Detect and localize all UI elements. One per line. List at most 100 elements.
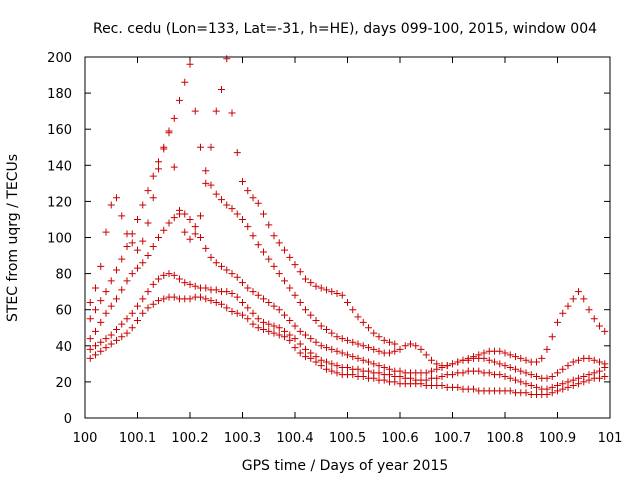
data-point — [139, 309, 147, 317]
data-point — [538, 354, 546, 362]
data-point — [102, 335, 110, 343]
data-point — [417, 345, 425, 353]
data-point — [155, 234, 162, 241]
data-point — [596, 322, 603, 330]
data-point — [286, 331, 294, 339]
data-point — [286, 317, 294, 325]
x-tick-label: 100.3 — [224, 431, 261, 446]
data-point — [223, 288, 231, 296]
data-point — [480, 349, 488, 357]
data-point — [275, 331, 283, 339]
data-point — [181, 210, 189, 218]
y-tick-label: 80 — [55, 268, 72, 283]
series-2 — [86, 210, 609, 382]
data-point — [333, 369, 341, 377]
data-point — [92, 327, 99, 335]
data-point — [365, 367, 372, 375]
data-point — [212, 286, 220, 294]
data-point — [260, 295, 267, 303]
data-point — [333, 362, 341, 370]
data-point — [359, 356, 367, 364]
data-point — [102, 344, 110, 352]
data-point — [275, 239, 283, 247]
data-point — [233, 309, 241, 317]
data-point — [317, 356, 325, 364]
data-point — [328, 345, 336, 353]
y-tick-label: 120 — [47, 195, 72, 210]
data-point — [107, 302, 115, 310]
data-point — [302, 353, 309, 361]
data-point — [265, 327, 273, 335]
y-tick-label: 40 — [55, 340, 72, 355]
data-point — [370, 345, 378, 353]
data-point — [585, 354, 593, 362]
x-tick-label: 100.1 — [119, 431, 156, 446]
data-point — [265, 298, 273, 306]
data-point — [275, 306, 283, 314]
series-1 — [86, 270, 609, 393]
data-point — [449, 371, 456, 379]
data-point — [575, 288, 582, 296]
data-point — [281, 311, 288, 319]
data-point — [239, 279, 246, 287]
data-point — [223, 266, 231, 274]
data-point — [123, 277, 131, 285]
data-point — [307, 349, 315, 357]
data-point — [396, 367, 404, 375]
data-point — [128, 270, 136, 278]
data-point — [176, 275, 183, 283]
data-point — [312, 338, 320, 346]
data-point — [527, 371, 535, 379]
data-point — [139, 295, 147, 303]
data-point — [512, 365, 519, 373]
data-point — [191, 282, 199, 290]
data-point — [506, 351, 514, 359]
data-point — [160, 295, 168, 303]
data-point — [354, 340, 362, 348]
data-point — [281, 327, 288, 335]
data-point — [396, 345, 404, 353]
x-tick-label: 100 — [73, 431, 98, 446]
data-point — [386, 338, 393, 346]
data-point — [485, 356, 493, 364]
data-point — [522, 380, 530, 388]
data-point — [102, 288, 110, 296]
data-point — [506, 387, 514, 395]
data-point — [338, 291, 346, 299]
data-point — [233, 273, 241, 281]
data-point — [181, 78, 189, 86]
x-tick-label: 101 — [598, 431, 623, 446]
data-point — [144, 252, 152, 260]
data-point — [186, 235, 194, 243]
data-point — [244, 304, 252, 312]
plot-frame — [84, 56, 611, 419]
data-point — [296, 298, 304, 306]
data-point — [228, 289, 236, 297]
data-point — [438, 372, 446, 380]
data-point — [254, 199, 262, 207]
data-point — [344, 336, 351, 344]
data-point — [86, 315, 94, 323]
data-point — [207, 253, 215, 261]
data-point — [202, 284, 210, 292]
data-point — [401, 342, 409, 350]
data-point — [422, 369, 430, 377]
data-point — [239, 215, 246, 223]
data-point — [249, 320, 257, 328]
data-point — [496, 347, 504, 355]
data-point — [512, 376, 519, 384]
data-point — [197, 212, 204, 220]
data-point — [265, 255, 273, 263]
data-point — [218, 85, 225, 93]
data-point — [422, 376, 430, 384]
data-point — [317, 284, 325, 292]
data-point — [554, 369, 561, 377]
data-point — [323, 358, 330, 366]
data-point — [496, 371, 504, 379]
data-point — [291, 291, 299, 299]
data-point — [244, 284, 252, 292]
y-tick-label: 100 — [47, 232, 72, 247]
data-point — [475, 367, 483, 375]
data-point — [197, 143, 204, 151]
